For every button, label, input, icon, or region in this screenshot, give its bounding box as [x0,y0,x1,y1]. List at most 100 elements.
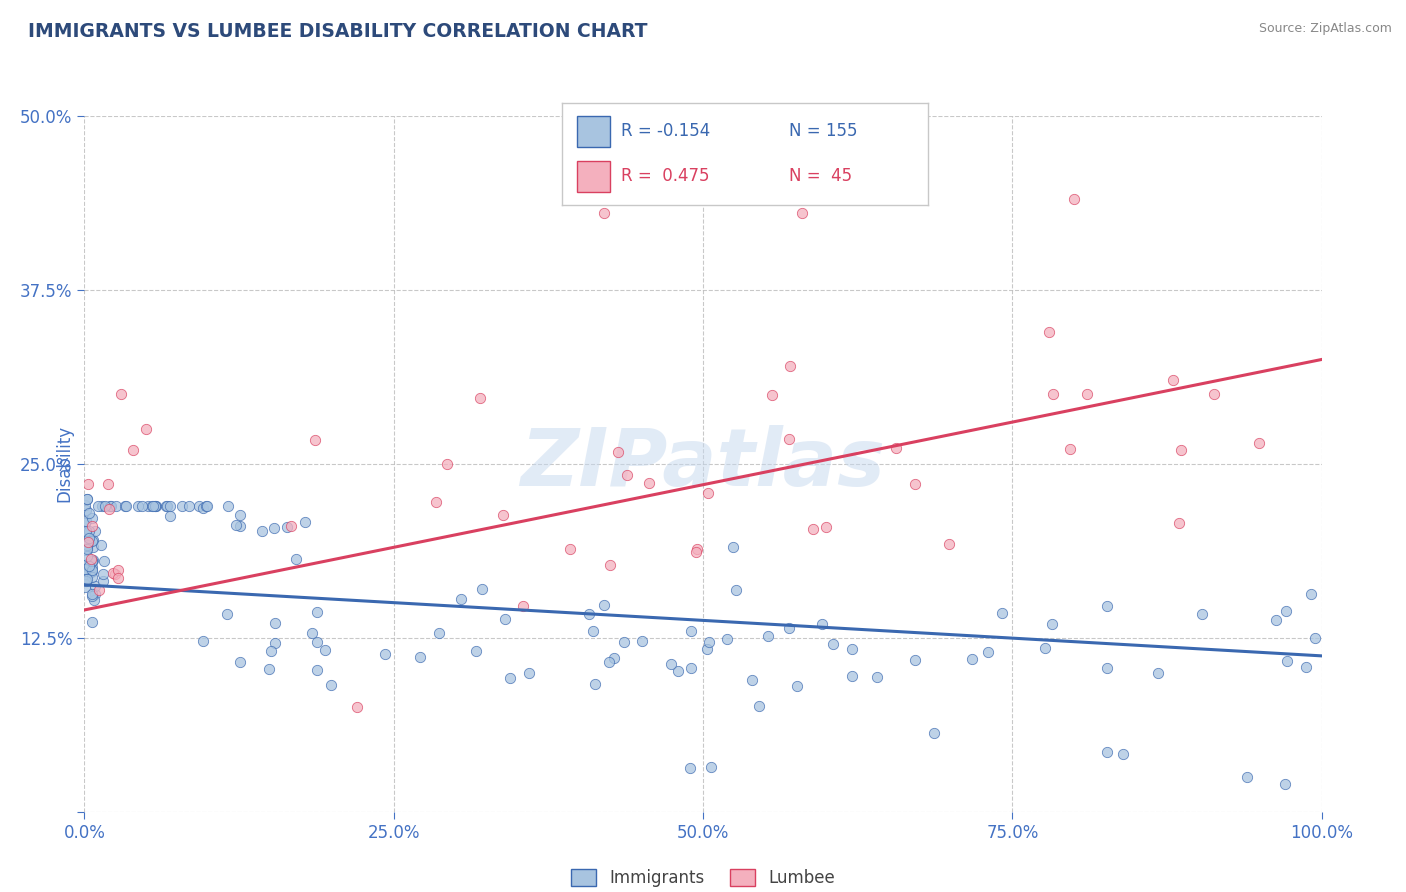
Point [93,554,115,568]
Point [786,679,808,693]
Point [761,388,783,402]
Point [114,499,136,513]
Point [408,649,430,664]
Point [560,541,582,556]
Point [80,570,103,584]
Point [778,432,800,446]
Bar [576,116,610,146]
Point [790,206,813,220]
Point [77,537,100,551]
Point [77,535,100,549]
Text: N =  45: N = 45 [789,168,852,186]
Point [229,655,252,669]
Y-axis label: Disability: Disability [55,425,73,502]
Point [143,499,166,513]
Point [75,525,97,540]
Point [1063,193,1085,207]
Point [903,476,925,491]
Point [225,517,247,532]
Point [76,541,98,556]
Point [1275,604,1298,618]
Point [1161,373,1184,387]
Point [1236,770,1258,784]
Point [217,499,239,513]
Point [82,559,104,574]
Point [1299,587,1322,601]
Point [436,457,458,471]
Text: R =  0.475: R = 0.475 [621,168,710,186]
Point [960,652,983,666]
Point [1040,617,1063,632]
Point [76,491,98,506]
Point [1033,641,1056,656]
Point [75,514,97,528]
Point [1204,387,1226,401]
Point [756,629,779,643]
Point [94,499,117,513]
Point [1303,632,1326,646]
Point [76,572,98,586]
Point [229,508,252,522]
Point [716,632,738,647]
Point [77,558,100,573]
Point [976,645,998,659]
Point [76,531,98,545]
Point [668,664,690,678]
Point [1274,777,1296,791]
Point [264,636,287,650]
Point [131,499,153,513]
Point [599,558,621,573]
Point [80,587,103,601]
Point [197,499,219,513]
Point [257,662,280,676]
Point [76,528,98,542]
Point [841,669,863,683]
Point [82,589,104,603]
Point [73,498,96,512]
Point [156,499,179,513]
Point [471,582,494,597]
Text: Source: ZipAtlas.com: Source: ZipAtlas.com [1258,22,1392,36]
Point [841,641,863,656]
Point [583,677,606,691]
Point [425,495,447,509]
Point [193,500,215,515]
Point [79,532,101,546]
Point [700,760,723,774]
Point [75,574,97,589]
Point [77,506,100,520]
Point [101,566,124,580]
Point [637,476,659,491]
Point [991,607,1014,621]
Point [97,477,120,491]
Point [1247,436,1270,450]
Point [76,568,98,582]
Point [305,605,328,619]
Point [73,566,96,581]
Point [121,442,143,457]
Point [598,655,620,669]
Text: N = 155: N = 155 [789,122,858,140]
Point [76,491,98,506]
Point [679,624,702,638]
Point [491,508,513,523]
Point [179,499,201,513]
Point [187,499,209,513]
Point [494,612,516,626]
Point [97,502,120,516]
Point [87,582,110,597]
Point [104,566,127,581]
Point [450,592,472,607]
Point [593,206,616,220]
Text: R = -0.154: R = -0.154 [621,122,710,140]
Point [801,522,824,536]
Point [1264,613,1286,627]
Point [86,499,108,513]
Point [1038,325,1060,339]
Point [75,524,97,538]
Point [1277,654,1299,668]
Point [1147,666,1170,681]
Point [1042,387,1064,401]
Point [105,499,128,513]
Point [697,635,720,649]
